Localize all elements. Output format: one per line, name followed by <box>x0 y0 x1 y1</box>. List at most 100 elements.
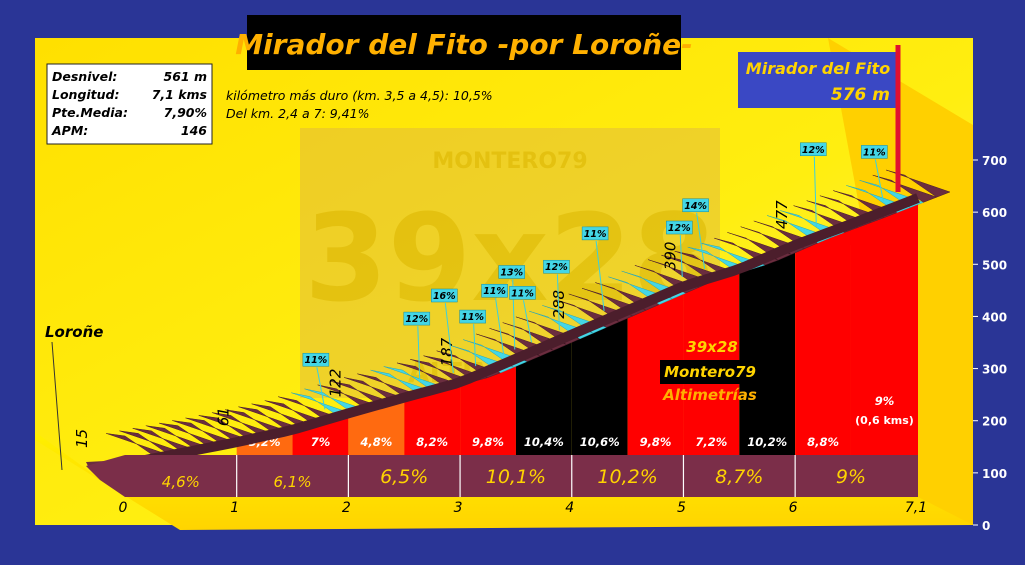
segment-gradient-label: 10,4% <box>524 435 564 449</box>
km-gradient-label: 9% <box>836 466 866 488</box>
annotation-label: 12% <box>545 262 568 273</box>
segment-gradient-label: 10,6% <box>580 435 620 449</box>
segment-box <box>571 310 628 455</box>
annotation-box <box>861 145 888 159</box>
y-tick-label: 100 <box>982 467 1007 481</box>
segment-box <box>404 382 461 455</box>
annotation-pointer <box>495 298 505 355</box>
note-hardest-km: kilómetro más duro (km. 3,5 a 4,5): 10,5… <box>226 88 493 103</box>
annotation-box <box>800 142 827 157</box>
km-gradient-band: 4,6% 6,1% 6,5% 10,1% 10,2% 8,7% 9% <box>86 455 918 497</box>
start-pointer <box>51 341 63 471</box>
stat-value: 7,1 kms <box>152 87 207 102</box>
annotation-pointer <box>316 367 326 410</box>
segment-gradient-label: 10,2% <box>747 435 787 449</box>
y-axis: 0 100 200 300 400 500 600 700 <box>973 154 1007 533</box>
y-tick-label: 600 <box>982 206 1007 220</box>
annotation-label: 12% <box>668 223 691 234</box>
chart-title: Mirador del Fito -por Loroñe- <box>235 28 693 61</box>
km-gradient-label: 4,6% <box>162 473 200 491</box>
annotation-box <box>682 198 709 213</box>
segment-gradient-label: 9,8% <box>472 435 504 449</box>
annotation-box <box>302 352 330 367</box>
y-tick-label: 200 <box>982 415 1007 429</box>
segment-sub-label: (0,6 kms) <box>855 414 914 427</box>
annotation-pointer <box>556 274 560 331</box>
segment-box <box>292 413 349 455</box>
annotation-label: 11% <box>511 288 534 299</box>
annotation-label: 14% <box>684 201 707 212</box>
altitude-label: 187 <box>438 337 456 366</box>
notes: kilómetro más duro (km. 3,5 a 4,5): 10,5… <box>226 88 493 121</box>
segment-gradient-label: 8,2% <box>416 435 448 449</box>
annotation-pointer <box>473 324 477 367</box>
annotation-box <box>509 286 536 300</box>
annotation-label: 12% <box>405 314 428 325</box>
segment-gradient-label: 4,8% <box>359 435 392 449</box>
x-tick-label: 2 <box>342 500 351 516</box>
annotation-label: 11% <box>304 355 327 366</box>
summit-box: Mirador del Fito 576 m <box>738 45 901 192</box>
x-tick-label: 4 <box>565 500 574 516</box>
stat-value: 561 m <box>164 69 207 84</box>
annotation-label: 11% <box>584 229 607 240</box>
stat-label: APM: <box>51 123 88 138</box>
annotation-label: 11% <box>863 147 886 158</box>
stat-label: Pte.Media: <box>52 105 128 120</box>
annotation-pointer <box>444 302 454 374</box>
annotation-pointer <box>595 240 605 311</box>
summit-altitude: 576 m <box>831 85 890 105</box>
segment-gradient-label: 7,2% <box>695 435 727 449</box>
annotation-box <box>459 309 486 324</box>
annotation-pointer <box>523 300 532 343</box>
km-gradient-label: 10,1% <box>486 466 546 488</box>
road-slice <box>872 174 938 203</box>
start-label: Loroñe <box>45 323 103 341</box>
annotation-label: 13% <box>500 267 523 278</box>
stat-label: Desnivel: <box>52 69 117 84</box>
annotation-box <box>498 265 525 279</box>
altitude-label: 15 <box>73 429 91 448</box>
credits: 39x28 Montero79 Altimetrías <box>660 338 762 404</box>
annotation-box <box>481 283 508 298</box>
watermark-top: MONTERO79 <box>432 149 587 174</box>
stat-label: Longitud: <box>52 87 120 102</box>
segment-gradient-label: 7% <box>311 435 331 449</box>
y-tick-label: 400 <box>982 310 1007 324</box>
annotation-box <box>543 259 570 274</box>
credit-1: 39x28 <box>686 338 737 356</box>
chart-floor <box>35 432 973 530</box>
km-gradient-label: 6,1% <box>273 473 311 491</box>
road-profile <box>86 169 951 470</box>
segment-gradient-label: 9,8% <box>640 435 672 449</box>
credit-3: Altimetrías <box>662 386 757 404</box>
annotation-box <box>581 226 609 241</box>
annotation-box <box>431 288 458 303</box>
x-tick-label: 6 <box>789 500 798 516</box>
x-axis: 0 1 2 3 4 5 6 7,1 <box>119 500 928 516</box>
segment-box <box>627 286 684 455</box>
annotation-pointer <box>679 235 683 278</box>
segment-box <box>460 358 516 455</box>
annotation-label: 16% <box>433 291 456 302</box>
km-gradient-label: 10,2% <box>597 466 657 488</box>
annotation-box <box>403 311 431 326</box>
annotation-pointer <box>874 159 884 202</box>
gradient-segments: 5,2% 7% 4,8% 8,2% 9,8% 10,4% 10,6% 9,8% 7,2% 10,2… <box>236 198 918 455</box>
road-front-edge <box>124 193 920 469</box>
y-tick-label: 700 <box>982 154 1007 168</box>
title-box: Mirador del Fito -por Loroñe- <box>235 15 693 70</box>
band-tail <box>86 455 125 497</box>
band-base <box>125 455 918 497</box>
stat-value: 7,90% <box>164 105 207 120</box>
segment-gradient-label: 8,8% <box>807 435 839 449</box>
annotation-pointer <box>417 326 421 383</box>
annotation-label: 11% <box>483 286 506 297</box>
y-tick-label: 0 <box>982 519 990 533</box>
segment-box <box>739 244 796 455</box>
annotation-label: 11% <box>461 312 484 323</box>
stats-box: Desnivel: 561 m Longitud: 7,1 kms Pte.Media:… <box>46 63 213 145</box>
summit-name: Mirador del Fito <box>746 59 890 78</box>
annotation-pointer <box>813 156 817 227</box>
